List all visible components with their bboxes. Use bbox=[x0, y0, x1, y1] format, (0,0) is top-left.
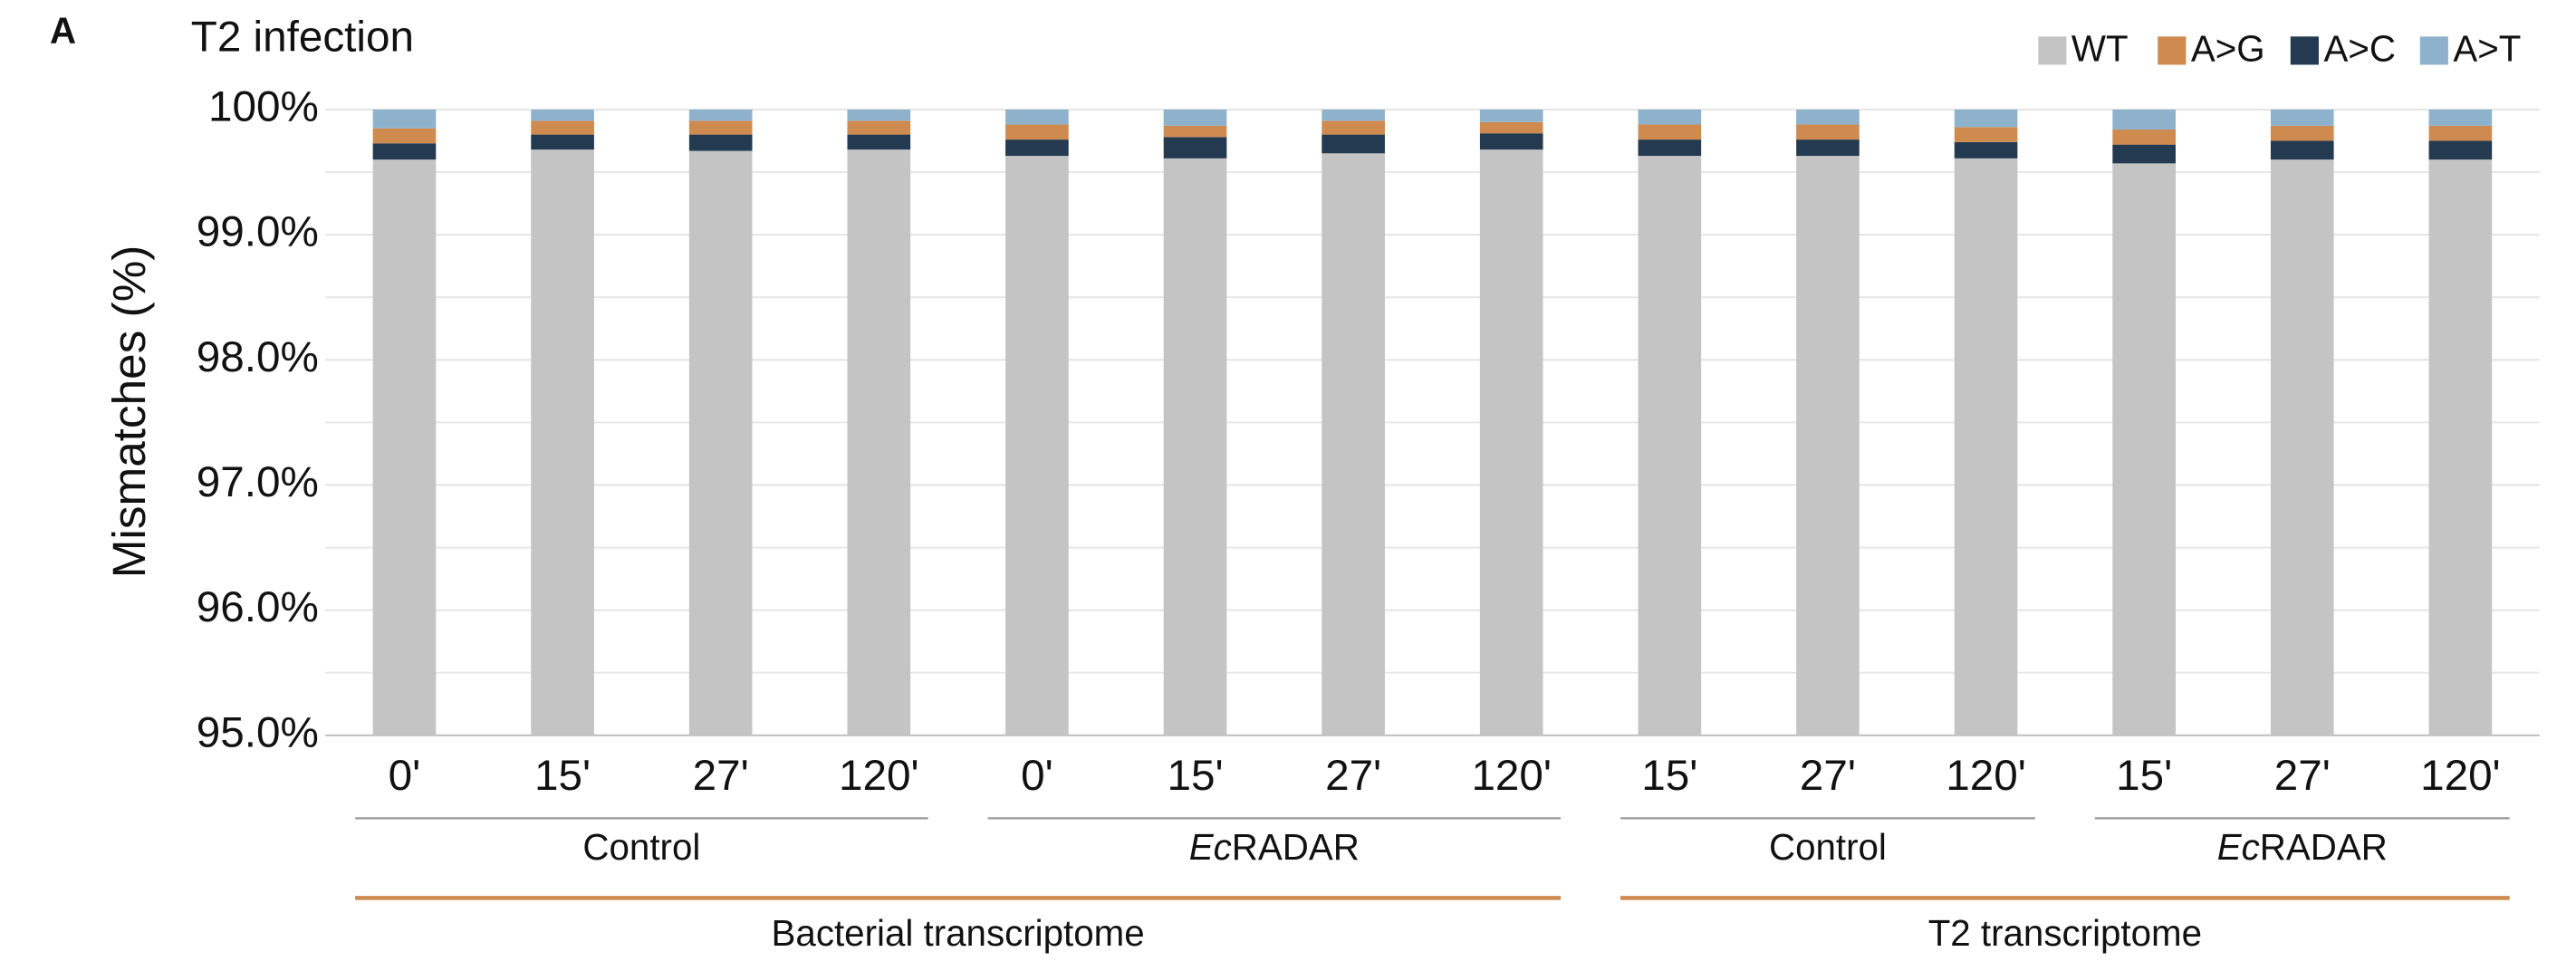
bar-segment bbox=[847, 149, 911, 735]
bar-segment bbox=[2270, 125, 2334, 141]
legend-swatch bbox=[2038, 36, 2067, 65]
group-label: EcRADAR bbox=[2217, 827, 2388, 868]
panel-label: A bbox=[50, 10, 76, 51]
legend-swatch bbox=[2158, 36, 2187, 65]
bar-segment bbox=[1322, 120, 1385, 135]
bar-segment bbox=[2270, 140, 2334, 160]
bar-segment bbox=[688, 150, 753, 735]
chart-title: T2 infection bbox=[191, 14, 414, 62]
bar-segment bbox=[2428, 140, 2493, 160]
x-tick-label: 120' bbox=[2420, 752, 2501, 800]
x-tick-label: 15' bbox=[534, 752, 591, 800]
x-tick-label: 0' bbox=[389, 752, 421, 800]
x-tick-label: 120' bbox=[839, 752, 919, 800]
bar-segment bbox=[1638, 156, 1702, 735]
bar-segment bbox=[1322, 109, 1385, 121]
bar-segment bbox=[1638, 139, 1702, 157]
y-tick-label: 99.0% bbox=[197, 208, 319, 256]
bar-segment bbox=[688, 120, 753, 135]
bar-segment bbox=[847, 120, 911, 135]
y-tick-label: 96.0% bbox=[197, 583, 319, 631]
bar-segment bbox=[1005, 156, 1069, 735]
bar-segment bbox=[688, 134, 753, 151]
bar-segment bbox=[1796, 139, 1860, 157]
group-label: Bacterial transcriptome bbox=[772, 913, 1145, 954]
group-label: T2 transcriptome bbox=[1928, 913, 2202, 954]
bar-segment bbox=[2112, 130, 2176, 145]
bar-segment bbox=[1638, 124, 1702, 140]
bar-segment bbox=[2428, 159, 2493, 735]
x-tick-label: 15' bbox=[2116, 752, 2172, 800]
bar-segment bbox=[1163, 125, 1227, 138]
legend-label: A>G bbox=[2191, 28, 2265, 69]
bar-segment bbox=[2112, 109, 2176, 130]
bar-segment bbox=[531, 120, 594, 135]
y-tick-label: 95.0% bbox=[197, 708, 319, 756]
bar-segment bbox=[1163, 158, 1227, 735]
bar-segment bbox=[372, 109, 437, 129]
bar-segment bbox=[688, 109, 753, 121]
bar-segment bbox=[2112, 163, 2176, 735]
bar-segment bbox=[1954, 109, 2018, 128]
bar-segment bbox=[531, 149, 594, 735]
bar-segment bbox=[1479, 149, 1543, 735]
bar-segment bbox=[1163, 109, 1227, 126]
bar-segment bbox=[1954, 127, 2018, 142]
bar-segment bbox=[372, 159, 437, 735]
bar-segment bbox=[1322, 153, 1385, 735]
bar-segment bbox=[847, 109, 911, 121]
bar-segment bbox=[1796, 124, 1860, 140]
bar-segment bbox=[847, 134, 911, 150]
bar-segment bbox=[1479, 121, 1543, 134]
bar-segment bbox=[372, 143, 437, 160]
legend-swatch bbox=[2290, 36, 2319, 65]
x-tick-label: 27' bbox=[1325, 752, 1381, 800]
bar-segment bbox=[1005, 139, 1069, 157]
bar-segment bbox=[1796, 156, 1860, 735]
x-tick-label: 15' bbox=[1167, 752, 1223, 800]
bar-segment bbox=[1005, 109, 1069, 125]
bar-segment bbox=[1954, 158, 2018, 735]
bar-segment bbox=[2428, 109, 2493, 126]
bar-segment bbox=[1163, 137, 1227, 159]
x-tick-label: 120' bbox=[1946, 752, 2026, 800]
y-tick-label: 100% bbox=[208, 83, 319, 131]
bar-segment bbox=[1796, 109, 1860, 125]
bar-segment bbox=[1005, 124, 1069, 140]
x-tick-label: 15' bbox=[1641, 752, 1697, 800]
legend-label: A>C bbox=[2323, 28, 2396, 69]
bar-segment bbox=[372, 128, 437, 144]
bar-segment bbox=[1322, 134, 1385, 154]
legend-swatch bbox=[2419, 36, 2448, 65]
x-tick-label: 27' bbox=[693, 752, 749, 800]
legend-label: WT bbox=[2071, 28, 2129, 69]
bar-segment bbox=[2270, 109, 2334, 126]
bar-segment bbox=[531, 109, 594, 121]
x-tick-label: 0' bbox=[1021, 752, 1053, 800]
group-label: EcRADAR bbox=[1189, 827, 1360, 868]
y-tick-label: 98.0% bbox=[197, 333, 319, 381]
bar-segment bbox=[2112, 144, 2176, 164]
x-tick-label: 120' bbox=[1471, 752, 1552, 800]
bar-segment bbox=[1954, 141, 2018, 159]
bar-segment bbox=[2428, 125, 2493, 141]
bar-segment bbox=[1638, 109, 1702, 125]
y-tick-label: 97.0% bbox=[197, 458, 319, 506]
bar-segment bbox=[1479, 133, 1543, 150]
bar-segment bbox=[1479, 109, 1543, 122]
bar-segment bbox=[531, 134, 594, 150]
x-tick-label: 27' bbox=[1800, 752, 1856, 800]
x-tick-label: 27' bbox=[2274, 752, 2331, 800]
bar-segment bbox=[2270, 159, 2334, 735]
group-label: Control bbox=[1769, 827, 1887, 868]
group-label: Control bbox=[582, 827, 700, 868]
legend-label: A>T bbox=[2453, 28, 2521, 69]
y-axis-label: Mismatches (%) bbox=[103, 245, 155, 579]
